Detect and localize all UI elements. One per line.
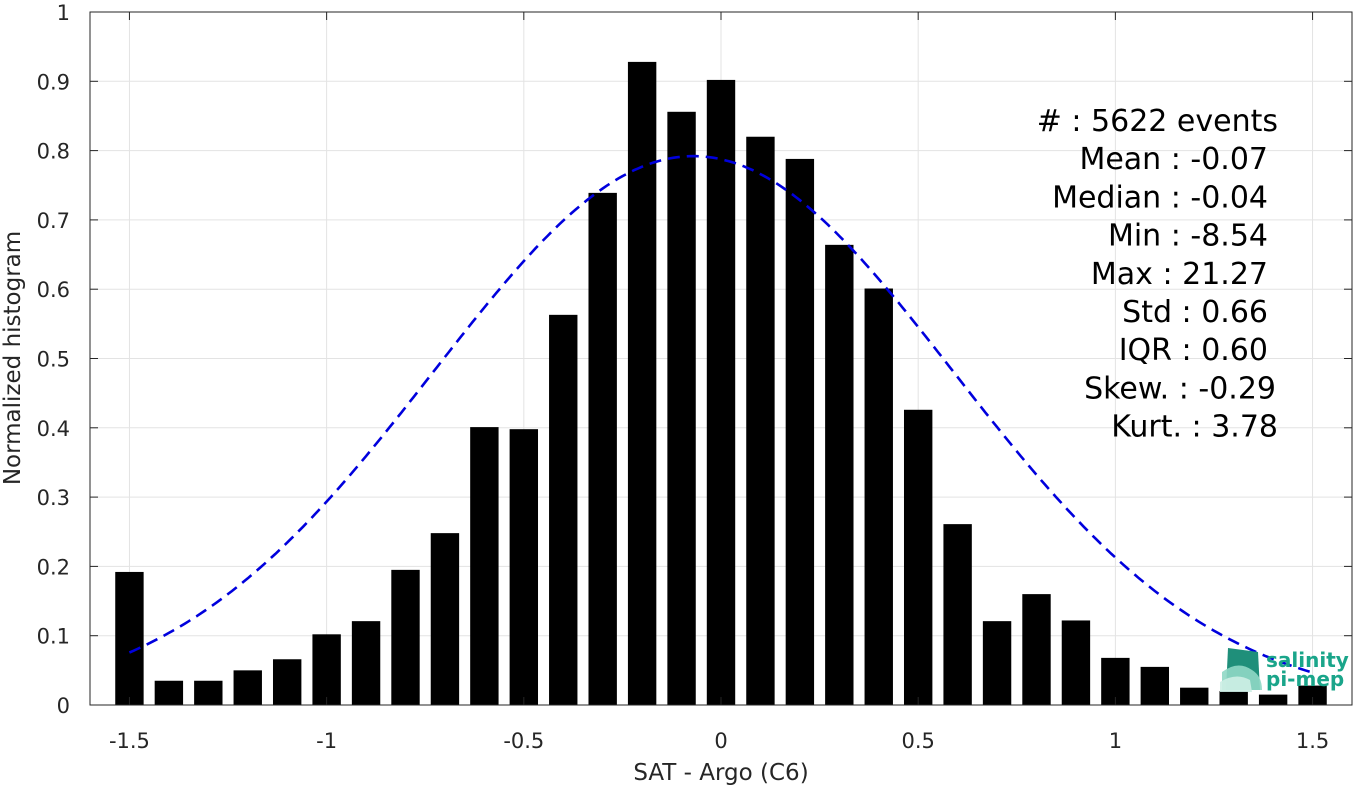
stats-line: Kurt. : 3.78 — [1111, 410, 1278, 445]
histogram-bar — [982, 621, 1012, 705]
histogram-bar — [272, 659, 302, 705]
histogram-bar — [667, 111, 696, 706]
x-tick-label: -0.5 — [503, 729, 544, 753]
histogram-bar — [825, 244, 854, 705]
histogram-bar — [154, 680, 184, 705]
gaussian-fit-curve — [128, 154, 1313, 674]
y-tick-label: 0.5 — [37, 348, 70, 372]
y-tick-label: 0.1 — [37, 625, 70, 649]
y-axis-ticks: 0 0.1 0.2 0.3 0.4 0.5 0.6 0.7 0.8 0.9 1 — [37, 1, 1352, 718]
x-tick-label: 0 — [714, 729, 727, 753]
histogram-bar — [1022, 594, 1051, 705]
histogram-bar — [430, 533, 460, 705]
x-tick-label: 1 — [1109, 729, 1122, 753]
bars — [115, 61, 1327, 706]
logo-mark-icon — [1220, 648, 1262, 692]
y-tick-label: 1 — [57, 1, 70, 25]
y-tick-label: 0.9 — [37, 70, 70, 94]
x-axis-ticks: -1.5 -1 -0.5 0 0.5 1 1.5 — [109, 12, 1329, 753]
histogram-bar — [588, 192, 617, 706]
histogram-bar — [1180, 687, 1209, 705]
y-axis-title: Normalized histogram — [0, 231, 26, 485]
histogram-bar — [1061, 620, 1091, 705]
histogram-bar — [785, 158, 815, 705]
x-tick-label: 1.5 — [1296, 729, 1329, 753]
logo-text-salinity: salinity — [1266, 648, 1349, 672]
histogram-bar — [1258, 694, 1288, 705]
logo-text-pimep: pi-mep — [1266, 667, 1344, 691]
histogram-bar — [864, 288, 893, 705]
histogram-bar — [509, 429, 539, 705]
stats-line: Skew. : -0.29 — [1084, 371, 1276, 406]
histogram-bar — [391, 569, 420, 705]
y-tick-label: 0.3 — [37, 486, 70, 510]
salinity-pimep-logo: salinity pi-mep — [1220, 648, 1349, 692]
histogram-bar — [194, 680, 223, 705]
histogram-bar — [903, 409, 933, 705]
y-tick-label: 0.4 — [37, 417, 70, 441]
x-tick-label: -1 — [316, 729, 337, 753]
y-tick-label: 0.6 — [37, 278, 70, 302]
y-tick-label: 0.2 — [37, 555, 70, 579]
histogram-bar — [312, 634, 341, 705]
histogram-bar — [627, 61, 657, 706]
stats-line: Std : 0.66 — [1122, 295, 1268, 330]
histogram-bar — [1140, 666, 1170, 705]
x-tick-label: 0.5 — [901, 729, 934, 753]
stats-line: # : 5622 events — [1037, 104, 1278, 139]
histogram-bar — [1219, 691, 1248, 705]
histogram-bar — [233, 670, 262, 705]
histogram-bar — [549, 314, 578, 705]
stats-line: IQR : 0.60 — [1119, 333, 1268, 368]
y-tick-label: 0 — [57, 694, 70, 718]
x-tick-label: -1.5 — [109, 729, 150, 753]
histogram-bar — [1298, 685, 1327, 705]
stats-line: Median : -0.04 — [1052, 180, 1268, 215]
y-tick-label: 0.7 — [37, 209, 70, 233]
histogram-bar — [115, 571, 144, 705]
stats-line: Max : 21.27 — [1091, 257, 1268, 292]
y-tick-label: 0.8 — [37, 140, 70, 164]
stats-line: Mean : -0.07 — [1079, 142, 1268, 177]
histogram-bar — [351, 621, 381, 705]
x-axis-title: SAT - Argo (C6) — [633, 760, 808, 786]
histogram-bar — [943, 524, 972, 705]
histogram-bar — [470, 427, 499, 705]
histogram-bar — [746, 136, 775, 706]
histogram-bar — [706, 79, 736, 705]
stats-line: Min : -8.54 — [1108, 219, 1268, 254]
